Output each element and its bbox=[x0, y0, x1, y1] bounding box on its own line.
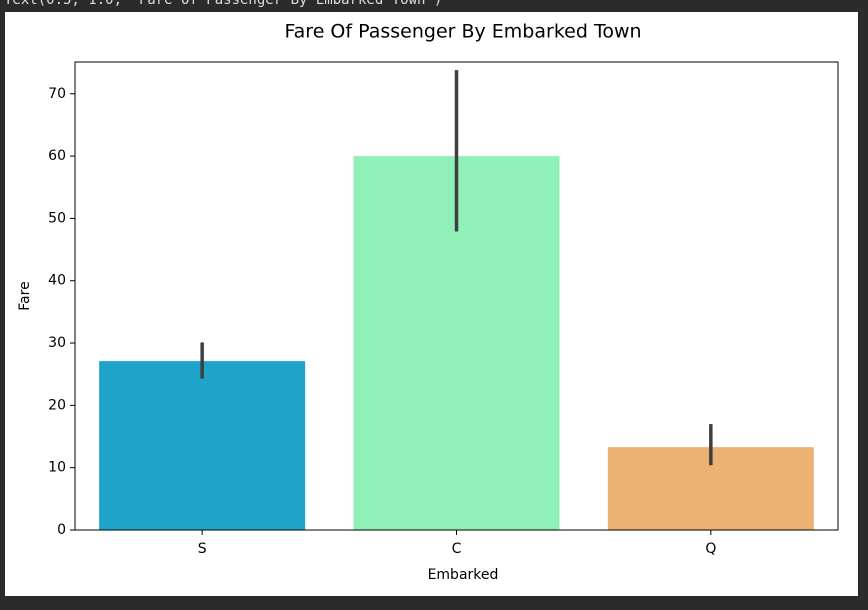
x-tick-label: C bbox=[452, 541, 462, 557]
y-tick-label: 50 bbox=[48, 210, 66, 226]
y-tick-label: 60 bbox=[48, 148, 66, 164]
y-tick-label: 30 bbox=[48, 335, 66, 351]
x-tick-label: Q bbox=[705, 541, 716, 557]
y-tick-label: 20 bbox=[48, 397, 66, 413]
bar bbox=[99, 361, 306, 530]
x-axis-label: Embarked bbox=[428, 567, 499, 583]
output-text: Text(0.5, 1.0, 'Fare Of Passenger By Emb… bbox=[4, 0, 442, 8]
x-tick-label: S bbox=[198, 541, 207, 557]
axes-frame bbox=[74, 61, 839, 531]
y-tick-label: 10 bbox=[48, 460, 66, 476]
y-tick-label: 70 bbox=[48, 86, 66, 102]
y-axis-label: Fare bbox=[17, 281, 33, 310]
y-tick-label: 0 bbox=[57, 522, 66, 538]
y-tick-label: 40 bbox=[48, 273, 66, 289]
chart-title: Fare Of Passenger By Embarked Town bbox=[284, 21, 641, 43]
